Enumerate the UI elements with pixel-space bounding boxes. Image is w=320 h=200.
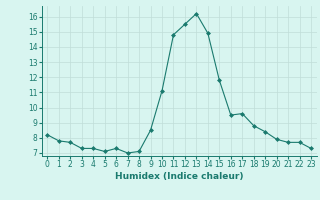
X-axis label: Humidex (Indice chaleur): Humidex (Indice chaleur) xyxy=(115,172,244,181)
